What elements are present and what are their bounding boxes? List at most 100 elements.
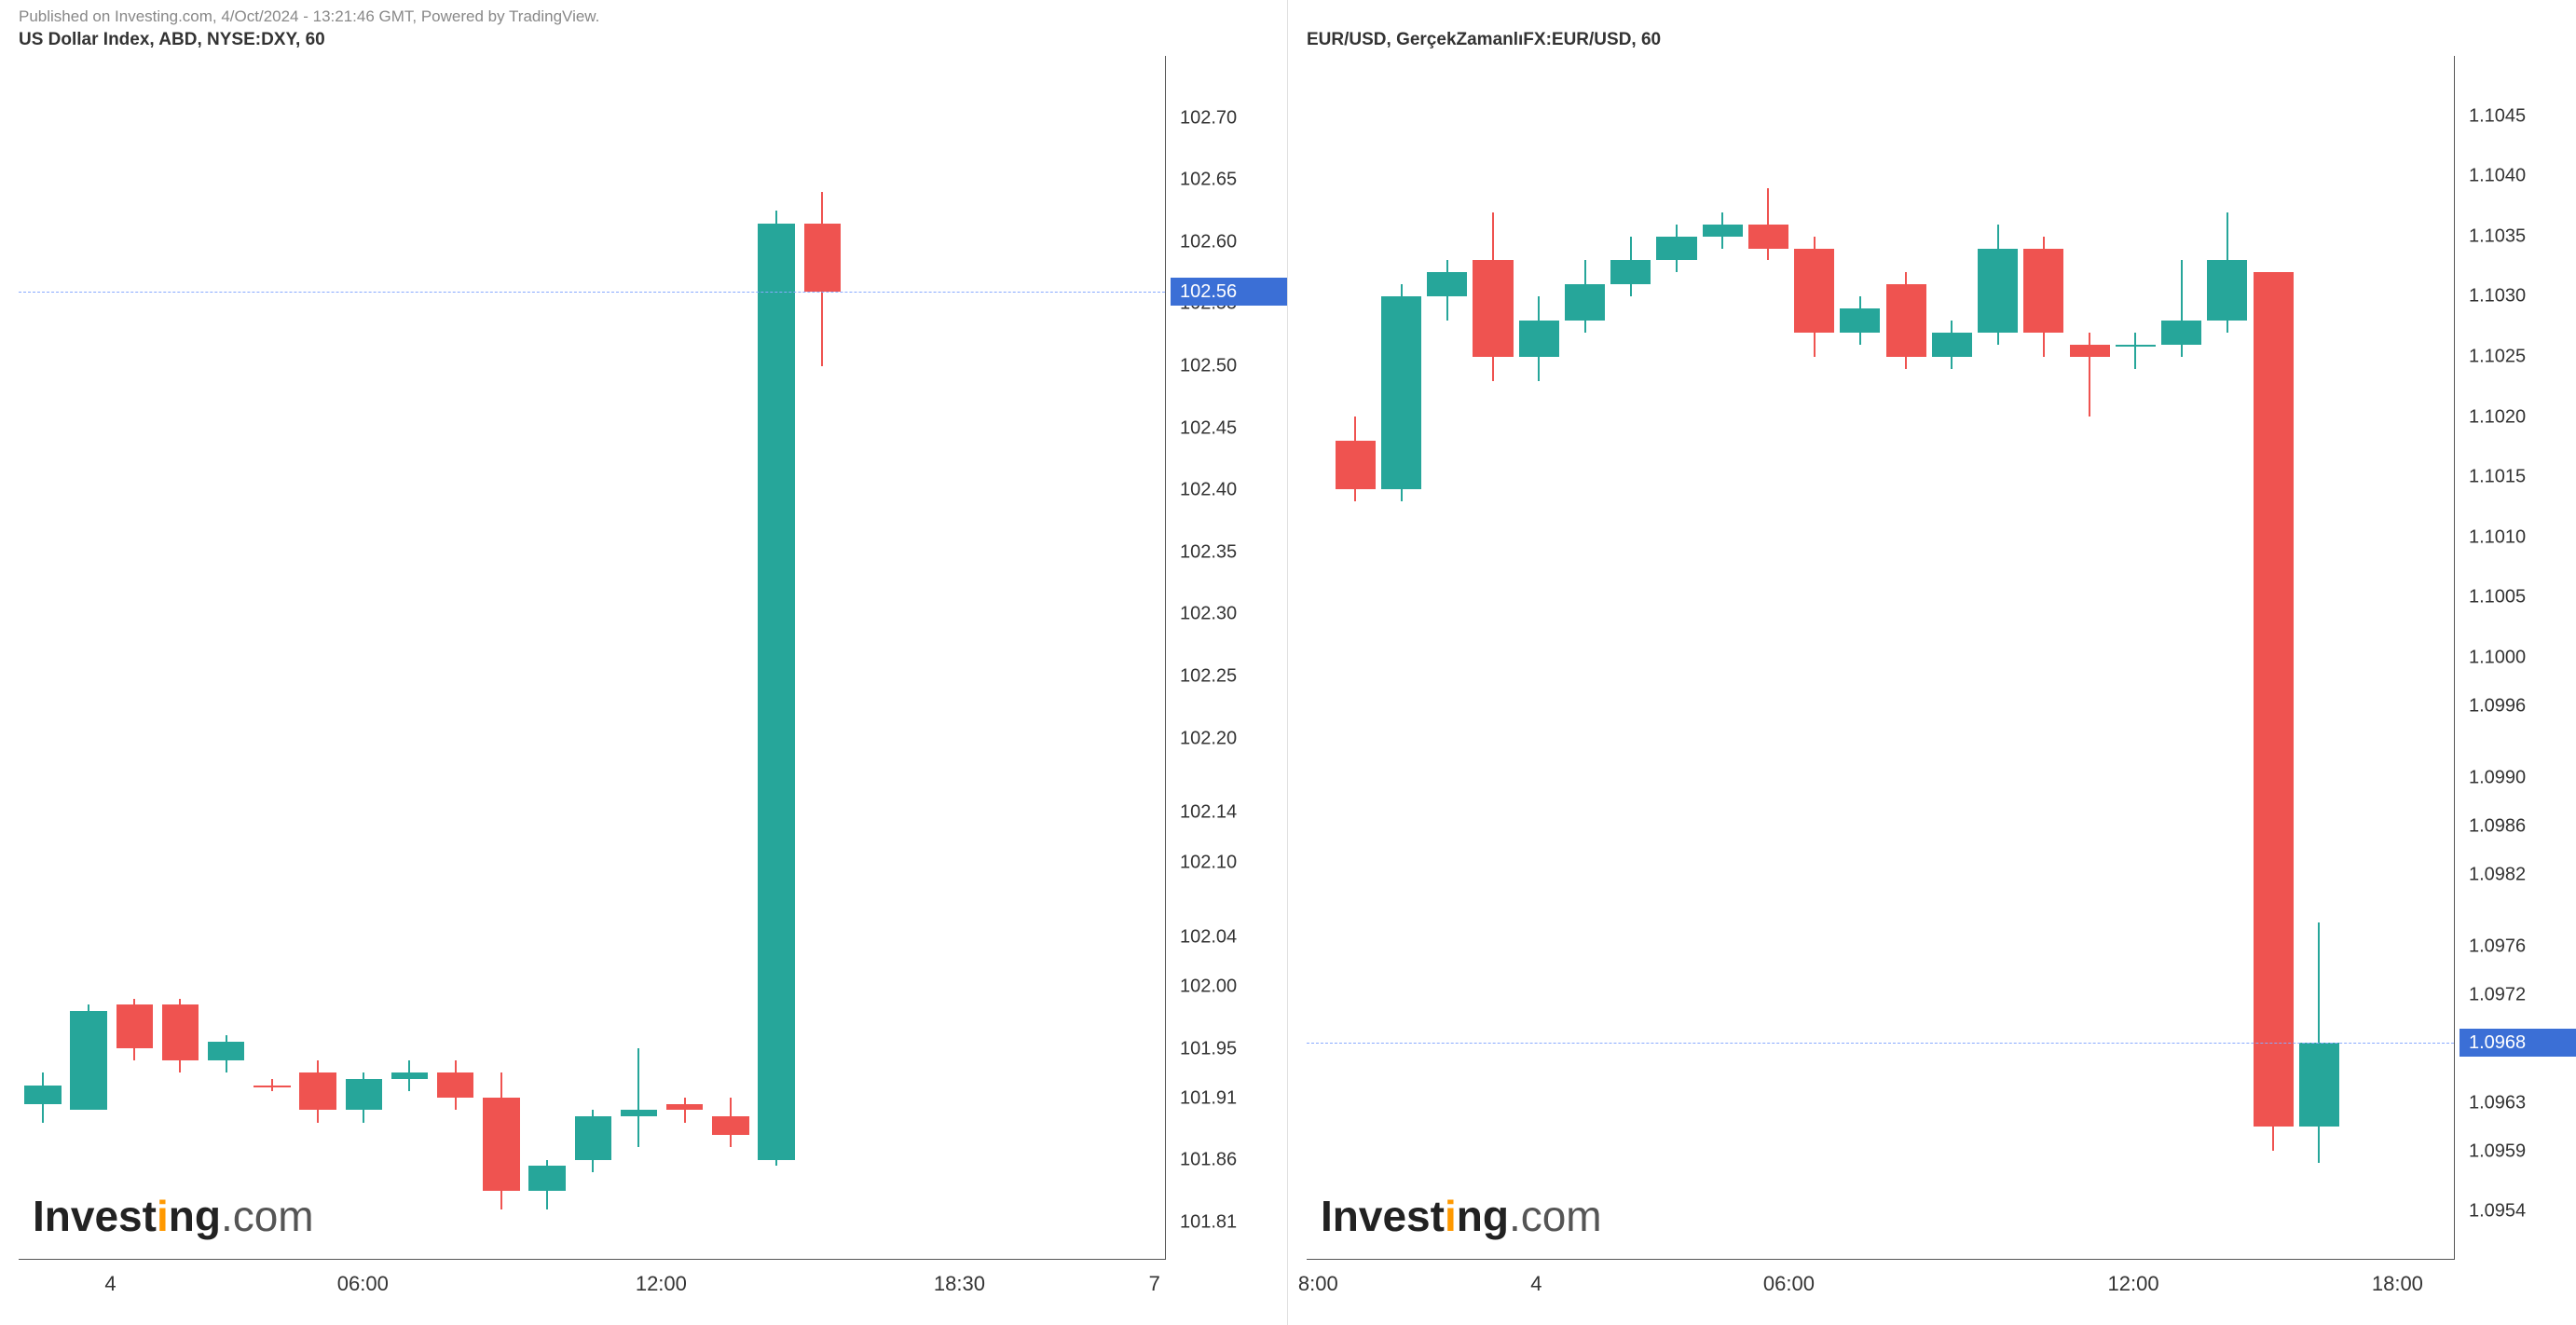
candlestick[interactable] xyxy=(1610,56,1651,1259)
candle-body xyxy=(1703,225,1743,237)
candlestick[interactable] xyxy=(1427,56,1467,1259)
candle-body xyxy=(391,1072,428,1079)
candlestick[interactable] xyxy=(2070,56,2110,1259)
candle-body xyxy=(116,1004,153,1048)
watermark-mid: ng xyxy=(169,1192,221,1240)
current-price-line xyxy=(1307,1043,2454,1044)
candlestick[interactable] xyxy=(208,56,244,1259)
watermark-prefix: Invest xyxy=(1321,1192,1445,1240)
y-tick-label: 1.1015 xyxy=(2469,467,2526,488)
y-tick-label: 1.0990 xyxy=(2469,768,2526,789)
candle-body xyxy=(2161,321,2201,345)
candlestick[interactable] xyxy=(1519,56,1559,1259)
candlestick[interactable] xyxy=(391,56,428,1259)
candlestick[interactable] xyxy=(437,56,473,1259)
candle-body xyxy=(1427,272,1467,296)
y-tick-label: 1.1045 xyxy=(2469,105,2526,127)
candlestick[interactable] xyxy=(1656,56,1696,1259)
candle-body xyxy=(712,1116,748,1135)
candle-body xyxy=(2070,345,2110,357)
candlestick[interactable] xyxy=(70,56,106,1259)
candlestick[interactable] xyxy=(575,56,611,1259)
plot-area-dxy[interactable] xyxy=(19,56,1166,1260)
candle-body xyxy=(1519,321,1559,357)
candlestick[interactable] xyxy=(299,56,336,1259)
x-tick-label: 4 xyxy=(104,1272,116,1296)
candlestick[interactable] xyxy=(758,56,794,1259)
candlestick[interactable] xyxy=(1748,56,1788,1259)
candle-body xyxy=(1565,284,1605,321)
candlestick[interactable] xyxy=(1932,56,1972,1259)
candle-body xyxy=(1473,260,1513,356)
watermark-logo: Investing.com xyxy=(33,1191,314,1241)
candlestick[interactable] xyxy=(1886,56,1926,1259)
candle-body xyxy=(666,1104,703,1111)
candlestick[interactable] xyxy=(116,56,153,1259)
candlestick[interactable] xyxy=(1840,56,1880,1259)
current-price-tag: 102.56 xyxy=(1171,278,1287,306)
y-tick-label: 102.30 xyxy=(1180,604,1237,625)
candlestick[interactable] xyxy=(2023,56,2063,1259)
y-axis-eurusd: 1.09541.09591.09631.09681.09721.09761.09… xyxy=(2460,56,2576,1260)
x-tick-label: 18:30 xyxy=(934,1272,985,1296)
candlestick[interactable] xyxy=(346,56,382,1259)
candlestick[interactable] xyxy=(621,56,657,1259)
candlestick[interactable] xyxy=(1703,56,1743,1259)
y-tick-label: 101.81 xyxy=(1180,1212,1237,1234)
candlestick[interactable] xyxy=(666,56,703,1259)
candle-body xyxy=(1381,296,1421,489)
candlestick[interactable] xyxy=(1794,56,1834,1259)
watermark-suffix: .com xyxy=(1509,1192,1602,1240)
chart-panel-eurusd: EUR/USD, GerçekZamanlıFX:EUR/USD, 60 1.0… xyxy=(1288,0,2576,1325)
chart-title: US Dollar Index, ABD, NYSE:DXY, 60 xyxy=(19,30,325,50)
watermark-mid: ng xyxy=(1457,1192,1509,1240)
candlestick[interactable] xyxy=(2116,56,2156,1259)
candle-body xyxy=(253,1086,290,1087)
plot-area-eurusd[interactable] xyxy=(1307,56,2455,1260)
candlestick[interactable] xyxy=(1473,56,1513,1259)
candle-body xyxy=(1656,237,1696,261)
x-tick-label: 06:00 xyxy=(337,1272,389,1296)
candle-body xyxy=(1932,333,1972,357)
candlestick[interactable] xyxy=(162,56,199,1259)
x-axis-dxy: 406:0012:0018:307 xyxy=(19,1264,1166,1325)
y-tick-label: 1.0954 xyxy=(2469,1201,2526,1223)
candlestick[interactable] xyxy=(2207,56,2247,1259)
watermark-suffix: .com xyxy=(221,1192,314,1240)
candlestick[interactable] xyxy=(2161,56,2201,1259)
candlestick[interactable] xyxy=(2254,56,2294,1259)
y-tick-label: 102.14 xyxy=(1180,802,1237,824)
candlestick[interactable] xyxy=(483,56,519,1259)
x-tick-label: 18:00 xyxy=(2372,1272,2423,1296)
candlestick[interactable] xyxy=(2299,56,2339,1259)
y-tick-label: 1.0959 xyxy=(2469,1141,2526,1162)
x-tick-label: 8:00 xyxy=(1298,1272,1338,1296)
watermark-logo: Investing.com xyxy=(1321,1191,1602,1241)
candle-body xyxy=(2116,345,2156,347)
candle-body xyxy=(758,224,794,1160)
candlestick[interactable] xyxy=(24,56,61,1259)
candle-body xyxy=(346,1079,382,1110)
y-tick-label: 1.0972 xyxy=(2469,984,2526,1005)
candlestick[interactable] xyxy=(1381,56,1421,1259)
candlestick[interactable] xyxy=(712,56,748,1259)
candle-body xyxy=(2254,272,2294,1127)
y-tick-label: 1.1030 xyxy=(2469,286,2526,307)
candlestick[interactable] xyxy=(253,56,290,1259)
y-tick-label: 1.1040 xyxy=(2469,166,2526,187)
candlestick[interactable] xyxy=(528,56,565,1259)
candle-body xyxy=(1886,284,1926,356)
current-price-tag: 1.0968 xyxy=(2460,1029,2576,1057)
candle-body xyxy=(162,1004,199,1060)
candle-body xyxy=(528,1166,565,1191)
candle-wick xyxy=(2134,333,2136,369)
candlestick[interactable] xyxy=(1336,56,1376,1259)
watermark-dot-icon: i xyxy=(1445,1192,1457,1240)
candlestick[interactable] xyxy=(1978,56,2018,1259)
candlestick[interactable] xyxy=(1565,56,1605,1259)
y-axis-dxy: 101.81101.86101.91101.95102.00102.04102.… xyxy=(1171,56,1287,1260)
candle-body xyxy=(804,224,841,292)
y-tick-label: 1.1000 xyxy=(2469,648,2526,669)
candlestick[interactable] xyxy=(804,56,841,1259)
watermark-dot-icon: i xyxy=(157,1192,169,1240)
